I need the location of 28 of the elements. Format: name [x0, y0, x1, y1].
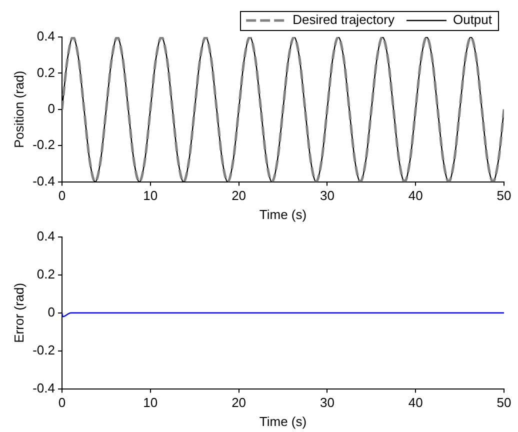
x-tick-label: 50: [496, 188, 512, 204]
y-tick-label: -0.2: [32, 342, 55, 358]
y-tick-label: 0: [48, 304, 55, 320]
y-tick-label: 0.4: [36, 28, 55, 44]
x-tick-label: 50: [496, 395, 512, 410]
y-tick-label: -0.4: [32, 173, 55, 188]
legend-label: Output: [452, 12, 492, 28]
x-tick-label: 20: [232, 395, 246, 410]
y-tick-label: 0.2: [36, 266, 55, 282]
y-tick-label: -0.4: [32, 380, 55, 396]
x-tick-label: 30: [320, 188, 334, 204]
y-tick-label: 0.4: [36, 228, 55, 244]
x-tick-label: 10: [143, 395, 158, 410]
y-tick-label: 0.2: [36, 64, 55, 80]
x-tick-label: 30: [320, 395, 334, 410]
legend-label: Desired trajectory: [292, 12, 395, 28]
y-axis-title: Position (rad): [11, 70, 26, 148]
x-axis-title: Time (s): [259, 206, 307, 222]
x-tick-label: 40: [408, 395, 423, 410]
x-tick-label: 20: [232, 188, 246, 204]
x-axis-title: Time (s): [259, 414, 307, 429]
x-tick-label: 10: [143, 188, 158, 204]
y-tick-label: -0.2: [32, 137, 55, 152]
y-axis-title: Error (rad): [11, 282, 26, 343]
x-tick-label: 40: [408, 188, 423, 204]
x-tick-label: 0: [58, 188, 66, 204]
x-tick-label: 0: [58, 395, 66, 410]
y-tick-label: 0: [48, 100, 55, 116]
